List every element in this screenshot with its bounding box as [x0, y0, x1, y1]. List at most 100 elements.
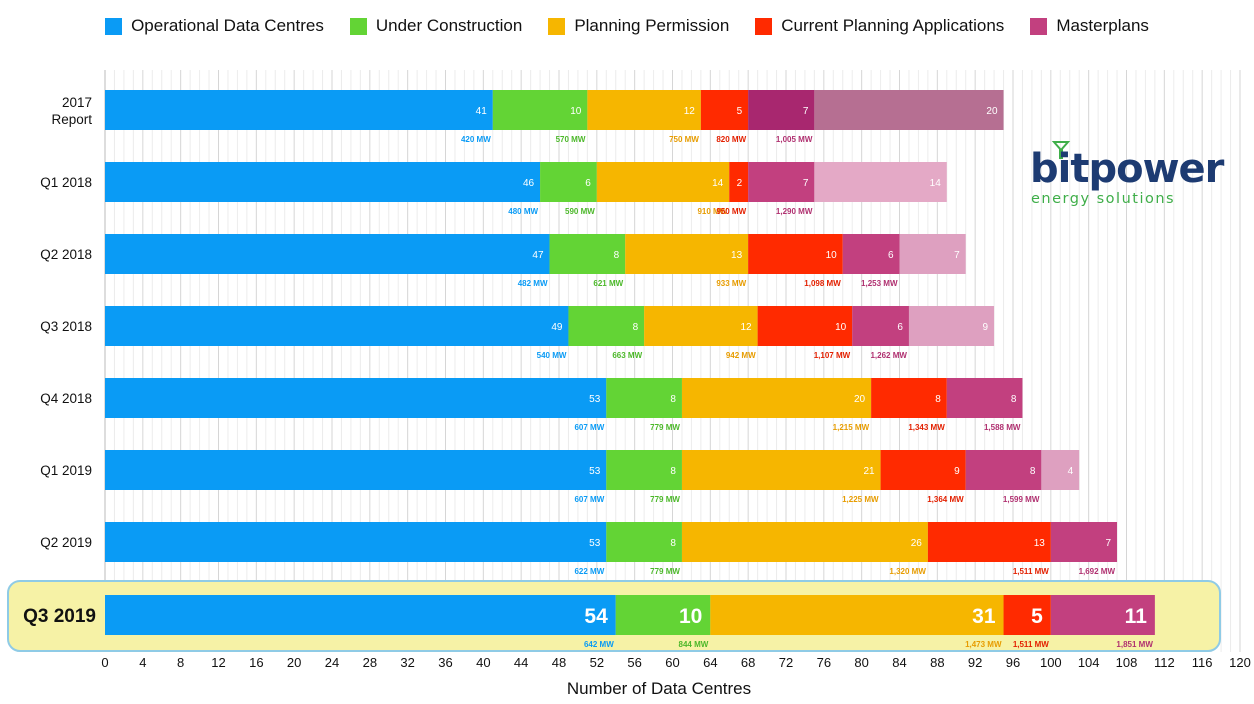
category-label: Q4 2018 — [40, 391, 92, 406]
bar-value-label: 8 — [614, 250, 620, 261]
bar-value-label: 2 — [737, 178, 743, 189]
x-tick-label: 20 — [287, 655, 301, 670]
bar-value-label: 26 — [911, 538, 923, 549]
mw-label: 590 MW — [565, 207, 595, 216]
x-tick-label: 104 — [1078, 655, 1100, 670]
bar-value-label: 54 — [584, 605, 608, 628]
legend-swatch — [1030, 17, 1048, 35]
category-label: Q2 2019 — [40, 535, 92, 550]
x-tick-label: 100 — [1040, 655, 1062, 670]
mw-label: 1,253 MW — [861, 279, 898, 288]
bar-segment — [814, 162, 947, 202]
bar-segment — [1050, 522, 1118, 562]
bar-segment — [105, 306, 569, 346]
bar-segment — [681, 450, 881, 490]
x-tick-label: 120 — [1229, 655, 1251, 670]
mw-label: 779 MW — [650, 495, 680, 504]
bar-value-label: 6 — [897, 322, 903, 333]
x-tick-label: 44 — [514, 655, 528, 670]
bar-value-label: 10 — [679, 605, 702, 628]
bar-value-label: 9 — [983, 322, 989, 333]
bar-segment — [927, 522, 1051, 562]
x-tick-label: 8 — [177, 655, 184, 670]
bar-value-label: 8 — [633, 322, 639, 333]
bar-value-label: 10 — [826, 250, 838, 261]
mw-label: 642 MW — [584, 640, 614, 649]
logo-wordmark: bitpower — [1030, 146, 1224, 192]
mw-label: 607 MW — [574, 495, 604, 504]
bar-segment — [540, 162, 597, 202]
mw-label: 420 MW — [461, 135, 491, 144]
mw-label: 540 MW — [537, 351, 567, 360]
bar-segment — [1041, 450, 1080, 490]
legend-label: Planning Permission — [574, 16, 730, 35]
bar-segment — [105, 90, 493, 130]
bar-segment — [105, 450, 607, 490]
x-tick-label: 76 — [817, 655, 831, 670]
bar-value-label: 20 — [986, 106, 998, 117]
x-tick-label: 0 — [101, 655, 108, 670]
x-tick-label: 116 — [1192, 655, 1213, 670]
bar-value-label: 14 — [930, 178, 942, 189]
mw-label: 1,107 MW — [814, 351, 851, 360]
bar-value-label: 4 — [1068, 466, 1074, 477]
bars: 41 420 MW 10 570 MW 12 750 MW 5 820 MW 7 1,005 MW… — [105, 90, 1155, 649]
mw-label: 779 MW — [650, 567, 680, 576]
x-tick-label: 16 — [249, 655, 263, 670]
bar-segment — [748, 90, 815, 130]
lightning-icon — [1051, 141, 1071, 159]
bar-value-label: 6 — [585, 178, 591, 189]
bar-segment — [681, 522, 928, 562]
x-tick-label: 36 — [438, 655, 452, 670]
mw-label: 607 MW — [574, 423, 604, 432]
x-tick-label: 52 — [590, 655, 604, 670]
category-label: Q1 2019 — [40, 463, 92, 478]
bar-segment — [615, 595, 711, 635]
bar-segment — [105, 378, 607, 418]
legend-swatch — [548, 17, 566, 35]
x-tick-label: 60 — [665, 655, 679, 670]
bar-value-label: 13 — [1034, 538, 1046, 549]
bar-value-label: 8 — [1030, 466, 1036, 477]
bar-segment — [606, 378, 682, 418]
bar-value-label: 8 — [935, 394, 941, 405]
bar-segment — [710, 595, 1004, 635]
bar-value-label: 10 — [835, 322, 847, 333]
bar-segment — [105, 162, 541, 202]
x-tick-label: 92 — [968, 655, 982, 670]
bar-value-label: 14 — [712, 178, 724, 189]
x-tick-label: 40 — [476, 655, 490, 670]
bar-value-label: 13 — [731, 250, 743, 261]
bar-value-label: 7 — [1105, 538, 1111, 549]
x-tick-label: 64 — [703, 655, 717, 670]
bar-segment — [1003, 595, 1051, 635]
mw-label: 1,225 MW — [842, 495, 879, 504]
mw-label: 1,511 MW — [1013, 640, 1049, 649]
bar-segment — [852, 306, 909, 346]
bar-value-label: 5 — [737, 106, 743, 117]
bar-value-label: 20 — [854, 394, 866, 405]
bar-value-label: 47 — [532, 250, 544, 261]
logo-tagline: energy solutions — [1031, 191, 1176, 207]
bar-segment — [492, 90, 588, 130]
bar-value-label: 7 — [803, 178, 809, 189]
x-tick-label: 12 — [211, 655, 225, 670]
bar-segment — [946, 378, 1023, 418]
legend: Operational Data Centres Under Construct… — [0, 14, 1254, 38]
bar-segment — [105, 234, 550, 274]
bar-segment — [644, 306, 758, 346]
x-tick-label: 4 — [139, 655, 146, 670]
legend-label: Masterplans — [1056, 16, 1149, 35]
bar-segment — [729, 162, 749, 202]
legend-label: Operational Data Centres — [131, 16, 324, 35]
mw-label: 663 MW — [612, 351, 642, 360]
bar-value-label: 10 — [570, 106, 582, 117]
legend-swatch — [105, 17, 123, 35]
mw-label: 950 MW — [716, 207, 746, 216]
mw-label: 1,098 MW — [804, 279, 841, 288]
bar-value-label: 8 — [670, 466, 676, 477]
bar-value-label: 6 — [888, 250, 894, 261]
mw-label: 750 MW — [669, 135, 699, 144]
bar-segment — [606, 450, 682, 490]
bar-segment — [596, 162, 730, 202]
